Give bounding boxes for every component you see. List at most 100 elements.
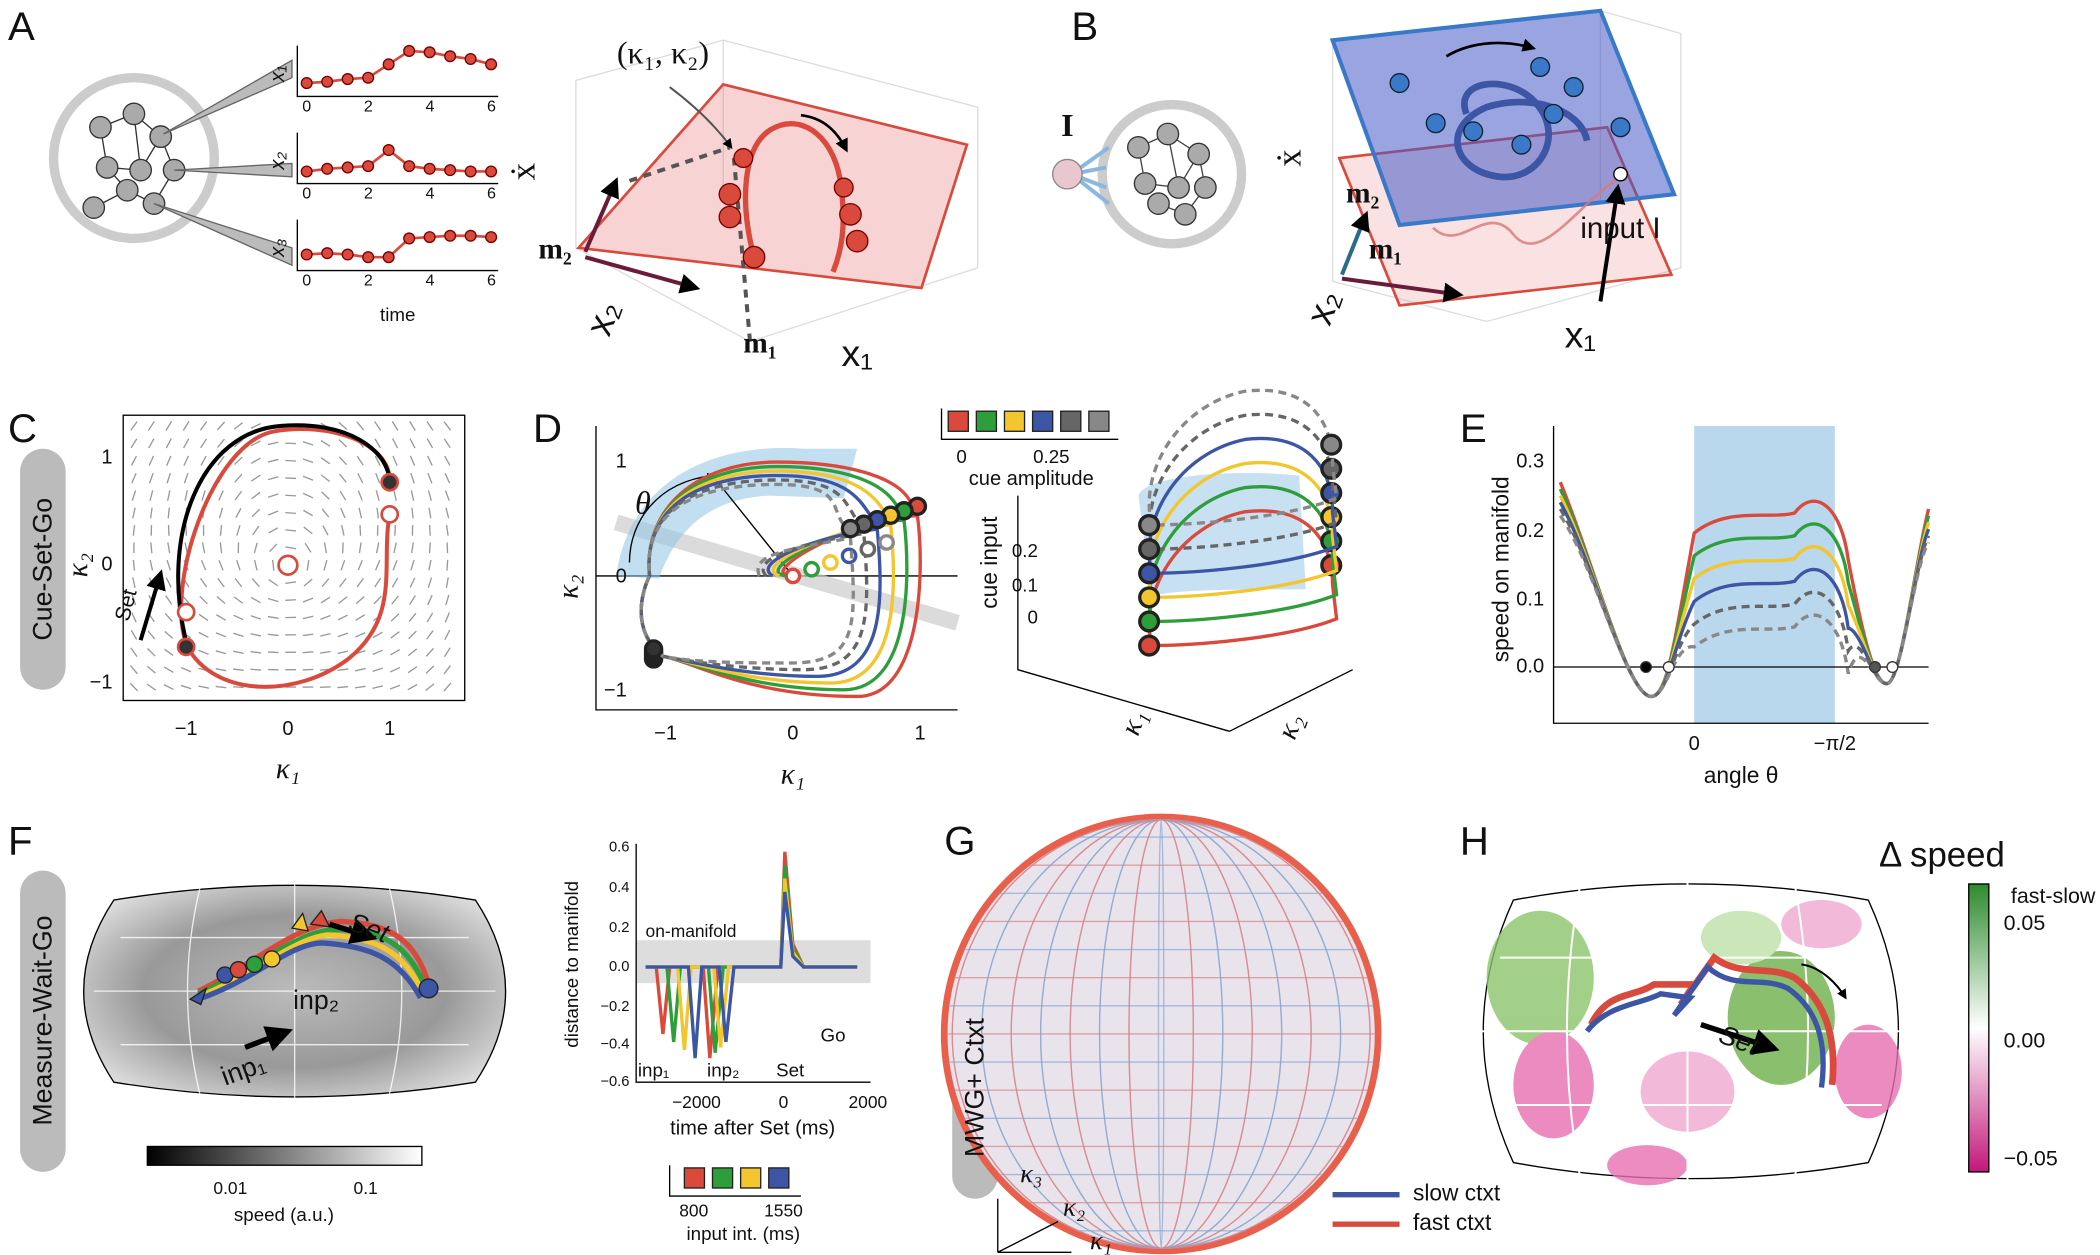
vector [147, 421, 155, 431]
legend-tick: 1550 [764, 1201, 803, 1221]
y-tick-label: −0.2 [600, 999, 629, 1015]
legend-swatch [1031, 410, 1054, 432]
vector [445, 507, 450, 519]
vector [198, 631, 209, 638]
vector [390, 631, 400, 639]
graphic [1138, 472, 1306, 597]
vector [338, 456, 347, 466]
vector [392, 455, 398, 466]
vector [130, 455, 138, 466]
graphic [595, 425, 958, 711]
y-tick-label: 0.3 [1516, 450, 1544, 472]
vector [131, 472, 137, 484]
vector [147, 630, 156, 640]
trace-point [423, 231, 436, 244]
graphic [635, 843, 871, 1083]
vector [444, 490, 450, 501]
sphere-grid [946, 819, 1376, 1249]
distance-curve [645, 891, 858, 1059]
distance-curves [645, 851, 858, 1059]
fixed-point [1138, 586, 1161, 609]
vector [427, 594, 433, 606]
vector [146, 683, 157, 691]
graphic [718, 205, 742, 229]
graphic [176, 472, 400, 657]
trace-point [300, 248, 313, 261]
y-tick-label: 0.1 [1516, 588, 1544, 610]
fixed-point [1138, 513, 1161, 537]
trace-point [341, 161, 354, 174]
vector [250, 633, 262, 637]
network-nodes [82, 102, 186, 220]
trace-axes [296, 132, 499, 185]
vector [375, 542, 380, 554]
electrodes [153, 59, 293, 267]
trace-plots [296, 44, 499, 272]
graphic [1425, 113, 1446, 134]
speed-curves [1558, 481, 1931, 699]
vector [389, 666, 401, 673]
vector [321, 578, 330, 588]
trace-point [403, 160, 416, 173]
x-tick-label: 0 [302, 97, 311, 115]
vector [337, 614, 348, 621]
vector [358, 507, 363, 519]
annotation: (κ₁, κ₂) [617, 35, 709, 71]
vector [200, 455, 207, 466]
y-tick-label: 0.0 [609, 959, 629, 975]
vector [164, 630, 174, 639]
vector [166, 490, 171, 501]
vector [250, 422, 261, 429]
graphic [1454, 80, 1591, 181]
vector [446, 559, 449, 571]
vector [149, 507, 153, 519]
graphic [1613, 166, 1628, 182]
vector [147, 648, 156, 657]
trace-point [321, 247, 334, 260]
graphic [115, 178, 139, 202]
saddle [878, 534, 895, 551]
axis-label: κ₁ [1114, 706, 1152, 740]
axis-label: κ₂ [552, 574, 584, 598]
vector [250, 650, 262, 654]
vector [428, 559, 432, 571]
vector [444, 612, 450, 623]
trace-point [382, 144, 395, 157]
vector [201, 542, 206, 554]
vector [250, 457, 261, 465]
vector [409, 421, 416, 431]
y-tick-label: 1 [616, 450, 627, 472]
vector [267, 510, 279, 516]
y-tick-label: 0.0 [1516, 655, 1544, 677]
trace-label: x₂ [267, 152, 289, 171]
graphic [584, 255, 701, 294]
graphic [1017, 495, 1353, 732]
trace-point [321, 75, 334, 88]
graphic [1173, 202, 1197, 226]
vector [165, 577, 172, 588]
legend-title: cue amplitude [969, 468, 1094, 490]
trajectories [639, 460, 928, 699]
vector [407, 648, 418, 657]
input-plane [1329, 8, 1677, 228]
vector [216, 614, 226, 621]
event-label: inp₂ [707, 1059, 739, 1080]
graphic [575, 82, 969, 290]
task-label: Cue-Set-Go [27, 498, 57, 641]
vector [372, 631, 383, 639]
z-tick-label: 0.1 [1012, 575, 1038, 596]
graphic [1389, 56, 1631, 155]
graphic [328, 918, 378, 944]
graphic [138, 569, 166, 641]
vector [341, 525, 345, 536]
graphic [669, 86, 733, 149]
graphic [1193, 176, 1217, 199]
graphic [149, 125, 173, 149]
on-manifold-band [636, 940, 871, 984]
vector [409, 577, 416, 588]
vector [215, 685, 227, 689]
colorbar-tick: 0.1 [354, 1178, 378, 1198]
graphic [197, 940, 423, 1002]
vector [391, 421, 399, 431]
vector [215, 668, 227, 672]
